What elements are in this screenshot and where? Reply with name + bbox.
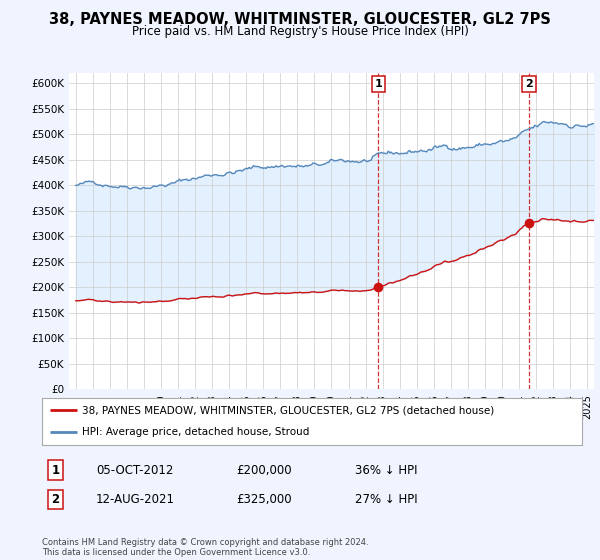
Text: 2: 2	[525, 79, 533, 89]
Text: Contains HM Land Registry data © Crown copyright and database right 2024.
This d: Contains HM Land Registry data © Crown c…	[42, 538, 368, 557]
Text: Price paid vs. HM Land Registry's House Price Index (HPI): Price paid vs. HM Land Registry's House …	[131, 25, 469, 38]
Text: 36% ↓ HPI: 36% ↓ HPI	[355, 464, 418, 477]
Text: 38, PAYNES MEADOW, WHITMINSTER, GLOUCESTER, GL2 7PS (detached house): 38, PAYNES MEADOW, WHITMINSTER, GLOUCEST…	[83, 405, 495, 416]
Text: £200,000: £200,000	[236, 464, 292, 477]
Text: 2: 2	[52, 493, 59, 506]
Text: 1: 1	[374, 79, 382, 89]
Text: £325,000: £325,000	[236, 493, 292, 506]
Text: 38, PAYNES MEADOW, WHITMINSTER, GLOUCESTER, GL2 7PS: 38, PAYNES MEADOW, WHITMINSTER, GLOUCEST…	[49, 12, 551, 27]
Text: 27% ↓ HPI: 27% ↓ HPI	[355, 493, 418, 506]
Text: 12-AUG-2021: 12-AUG-2021	[96, 493, 175, 506]
Text: HPI: Average price, detached house, Stroud: HPI: Average price, detached house, Stro…	[83, 427, 310, 437]
Text: 1: 1	[52, 464, 59, 477]
Text: 05-OCT-2012: 05-OCT-2012	[96, 464, 173, 477]
